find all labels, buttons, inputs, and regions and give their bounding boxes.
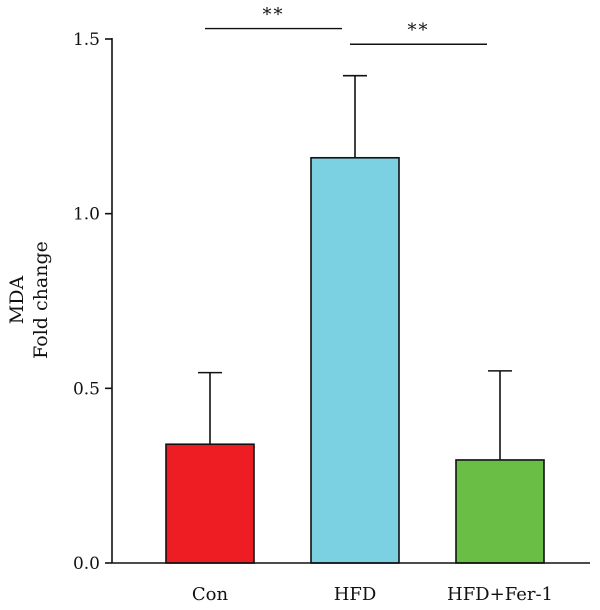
significance-label-1: ** (408, 20, 430, 41)
bars (165, 156, 545, 564)
y-axis-title: MDA Fold change (6, 241, 52, 359)
bar-0 (165, 443, 255, 564)
significance-label-0: ** (263, 5, 285, 26)
y-ticks: 0.0 0.5 1.0 1.5 (73, 30, 112, 574)
error-bars (198, 74, 512, 460)
y-axis-title-line-1: MDA (6, 276, 28, 325)
axes (111, 38, 590, 564)
bar-2 (455, 459, 545, 564)
significance-brackets: ** ** (205, 5, 487, 45)
category-labels: Con HFD HFD+Fer-1 (192, 584, 553, 605)
y-tick-label-1: 0.5 (73, 379, 100, 399)
category-label-1: HFD (334, 584, 377, 605)
bar-1 (310, 156, 400, 564)
category-label-2: HFD+Fer-1 (447, 584, 553, 605)
category-label-0: Con (192, 584, 229, 605)
y-tick-label-3: 1.5 (73, 30, 100, 50)
y-tick-label-2: 1.0 (73, 205, 100, 225)
y-axis-title-line-2: Fold change (30, 241, 52, 359)
y-tick-label-0: 0.0 (73, 554, 100, 574)
